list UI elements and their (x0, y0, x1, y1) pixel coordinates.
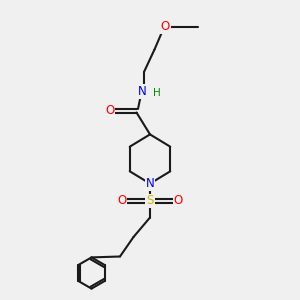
Text: N: N (138, 85, 147, 98)
Text: O: O (160, 20, 169, 34)
Text: S: S (146, 194, 154, 208)
Text: N: N (146, 177, 154, 190)
Text: H: H (153, 88, 160, 98)
Text: O: O (174, 194, 183, 208)
Text: O: O (117, 194, 126, 208)
Text: O: O (105, 104, 114, 118)
